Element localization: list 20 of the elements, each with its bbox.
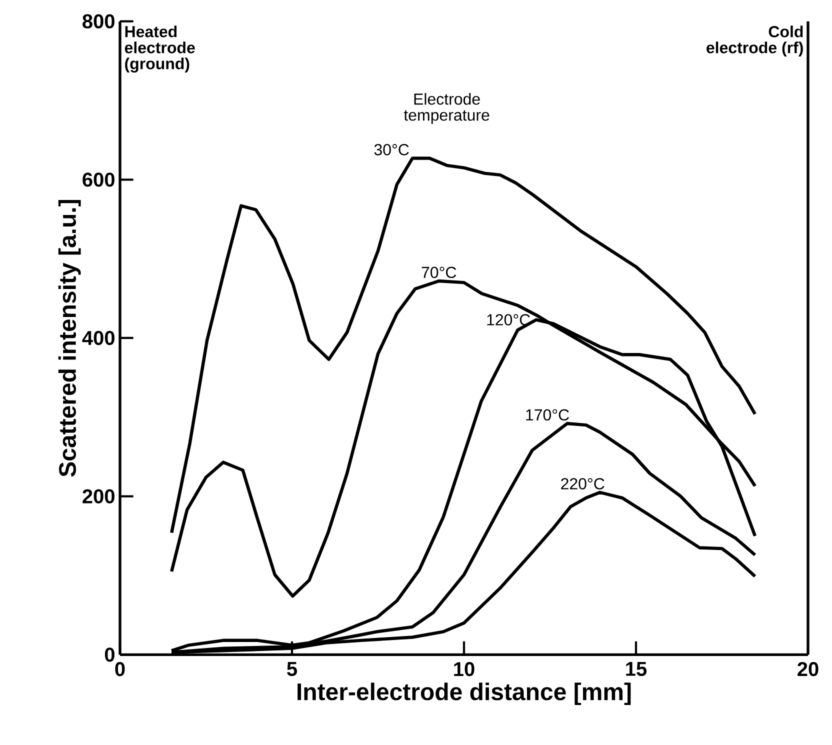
x-tick-label: 20 xyxy=(798,662,818,676)
x-tick-label: 5 xyxy=(287,662,297,676)
y-tick-label: 800 xyxy=(82,14,114,28)
y-tick-label: 200 xyxy=(82,489,114,504)
y-tick-label: 400 xyxy=(82,330,114,345)
x-axis-title: Inter-electrode distance [mm] xyxy=(298,682,631,705)
series-label: 220°C xyxy=(561,478,604,490)
series-label: 70°C xyxy=(422,266,456,278)
y-axis-title: Scattered intensity [a.u.] xyxy=(58,200,81,477)
series-label: 170°C xyxy=(526,409,569,420)
x-tick-label: 10 xyxy=(454,662,474,676)
y-tick-label: 0 xyxy=(104,647,114,662)
annotation: Cold electrode (rf) xyxy=(706,25,803,56)
series-label: 30°C xyxy=(374,144,409,156)
line-series xyxy=(170,156,757,534)
x-tick-label: 0 xyxy=(115,662,125,676)
annotation: Electrode temperature xyxy=(404,92,490,124)
annotation: Heated electrode (ground) xyxy=(124,25,195,72)
y-tick-label: 600 xyxy=(82,172,114,187)
x-tick-label: 15 xyxy=(626,662,647,676)
